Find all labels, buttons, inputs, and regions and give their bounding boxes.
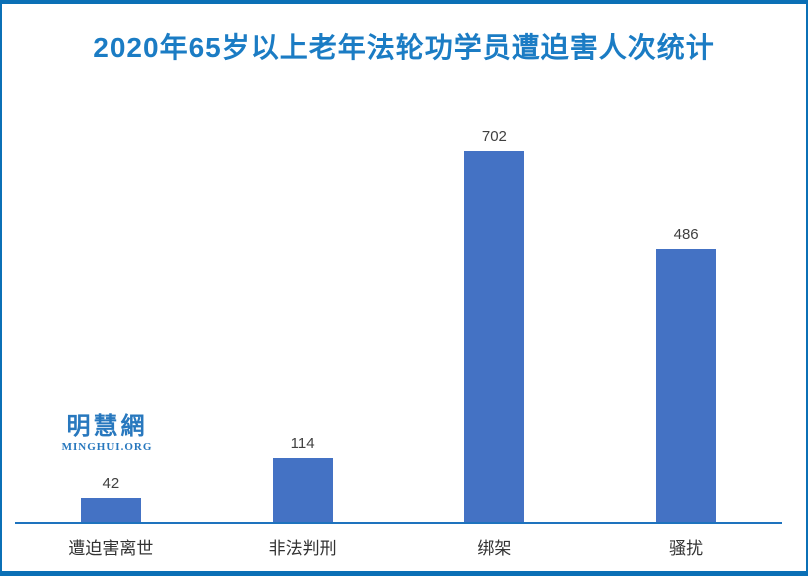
category-label: 骚扰: [669, 539, 704, 558]
x-axis-line: [15, 522, 782, 524]
bar-value-label: 114: [290, 435, 315, 452]
bar: [656, 249, 717, 522]
bar-column: 486: [590, 128, 782, 522]
minghui-logo-url: MINGHUI.ORG: [61, 441, 153, 453]
category-label: 绑架: [477, 539, 512, 558]
category-label: 非法判刑: [268, 539, 337, 558]
minghui-logo: 明慧網 MINGHUI.ORG: [54, 415, 160, 453]
bar-column: 114: [207, 128, 399, 522]
bar-value-label: 42: [102, 475, 120, 492]
bar: [464, 151, 525, 522]
bar: [272, 458, 333, 522]
minghui-logo-text: 明慧網: [66, 413, 148, 440]
bar-column: 42: [15, 128, 207, 522]
bar: [80, 498, 141, 522]
category-label: 遭迫害离世: [68, 539, 154, 558]
bar-column: 702: [399, 128, 591, 522]
plot-area: 42 114 702 486: [15, 128, 782, 522]
category-axis: 遭迫害离世 非法判刑 绑架 骚扰: [15, 534, 782, 559]
chart-title: 2020年65岁以上老年法轮功学员遭迫害人次统计: [93, 32, 715, 63]
bar-value-label: 486: [673, 226, 699, 243]
bar-value-label: 702: [481, 128, 507, 145]
